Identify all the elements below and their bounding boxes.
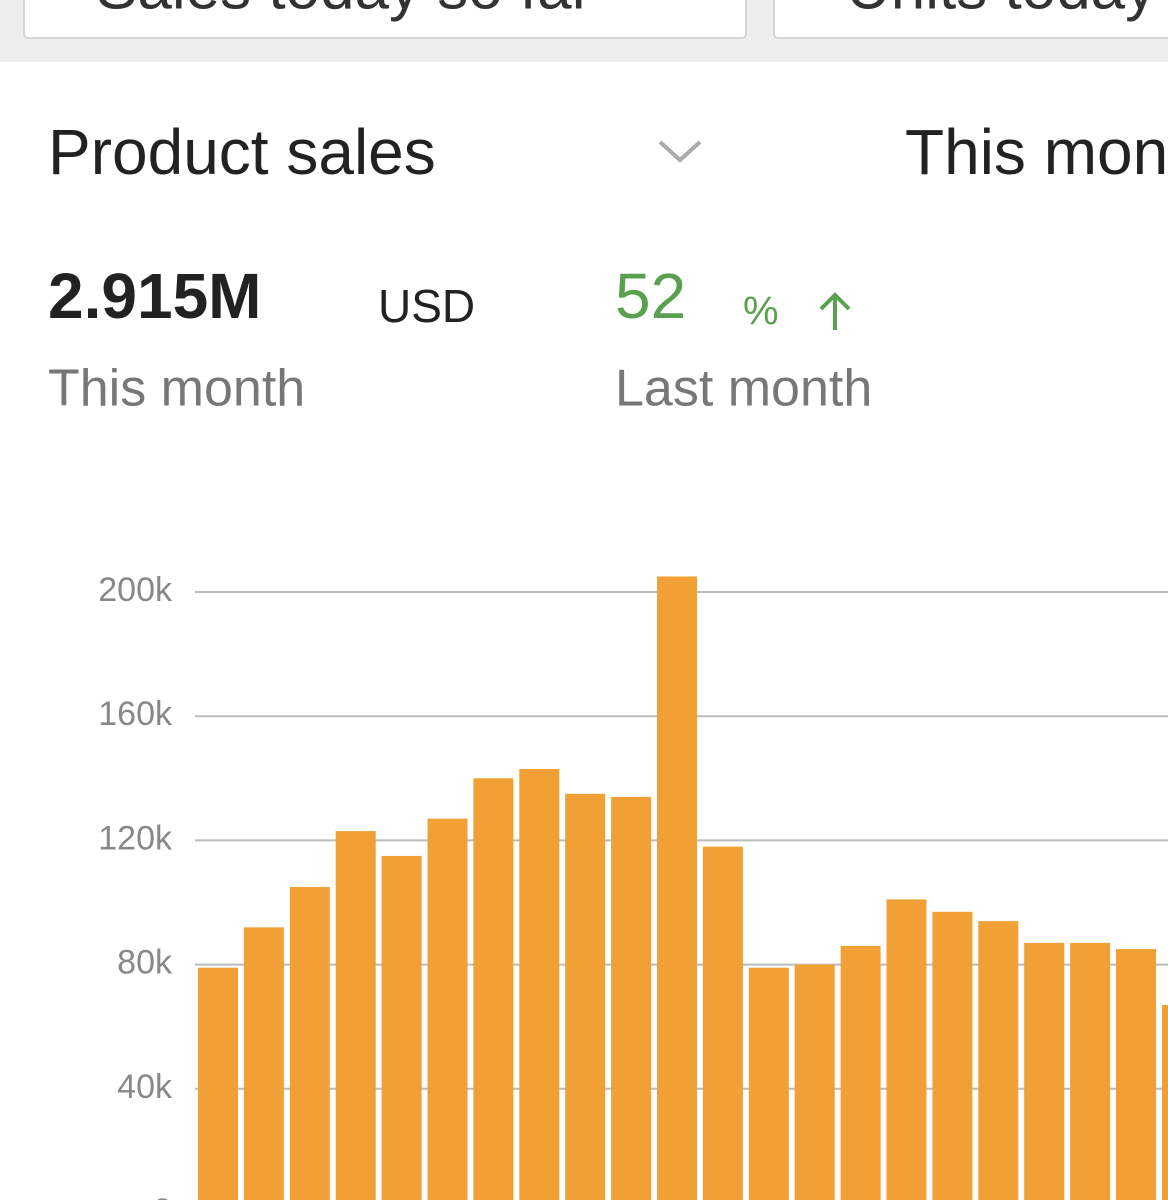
dropdown-chevron[interactable] <box>658 140 702 163</box>
bar <box>427 818 468 1200</box>
bar <box>1024 942 1065 1200</box>
bar <box>473 778 514 1200</box>
bar <box>381 855 422 1200</box>
bar <box>289 886 330 1200</box>
total-caption: This month <box>48 360 305 418</box>
bar <box>1116 949 1156 1200</box>
currency: USD <box>378 280 475 332</box>
bar <box>702 846 743 1200</box>
y-tick-label: 160k <box>98 695 173 733</box>
change-amount: 52 <box>615 260 686 332</box>
bar <box>840 945 881 1200</box>
bar <box>748 967 789 1200</box>
bar <box>565 793 606 1200</box>
bar-chart: 0 40k 80k 120k 160k 200k <box>98 571 1168 1200</box>
bar <box>243 927 284 1200</box>
bar <box>794 964 835 1200</box>
bar <box>657 576 697 1200</box>
card[interactable] <box>23 0 747 39</box>
y-tick-label: 40k <box>117 1068 173 1106</box>
bar <box>335 831 376 1200</box>
bar <box>978 921 1019 1200</box>
total-amount: 2.915M <box>48 260 261 332</box>
y-tick-label: 200k <box>98 571 173 609</box>
bar <box>932 911 973 1200</box>
card[interactable] <box>773 0 1168 39</box>
y-tick-label: 0 <box>153 1192 172 1200</box>
y-tick-label: 80k <box>117 944 173 982</box>
metric-selector[interactable]: Product sales <box>48 116 436 188</box>
bar <box>1161 1004 1168 1200</box>
bar <box>611 796 652 1200</box>
period-selector[interactable]: This month <box>905 116 1168 188</box>
card-title: Sales today so far <box>96 0 592 22</box>
change-caption: Last month <box>615 360 872 418</box>
bar <box>198 967 238 1200</box>
up-arrow <box>819 292 851 330</box>
bar <box>519 768 560 1200</box>
card-title: Units today <box>846 0 1156 22</box>
y-tick-label: 120k <box>98 819 173 857</box>
change-unit: % <box>743 290 779 334</box>
bar <box>1070 942 1111 1200</box>
bar <box>886 899 927 1200</box>
